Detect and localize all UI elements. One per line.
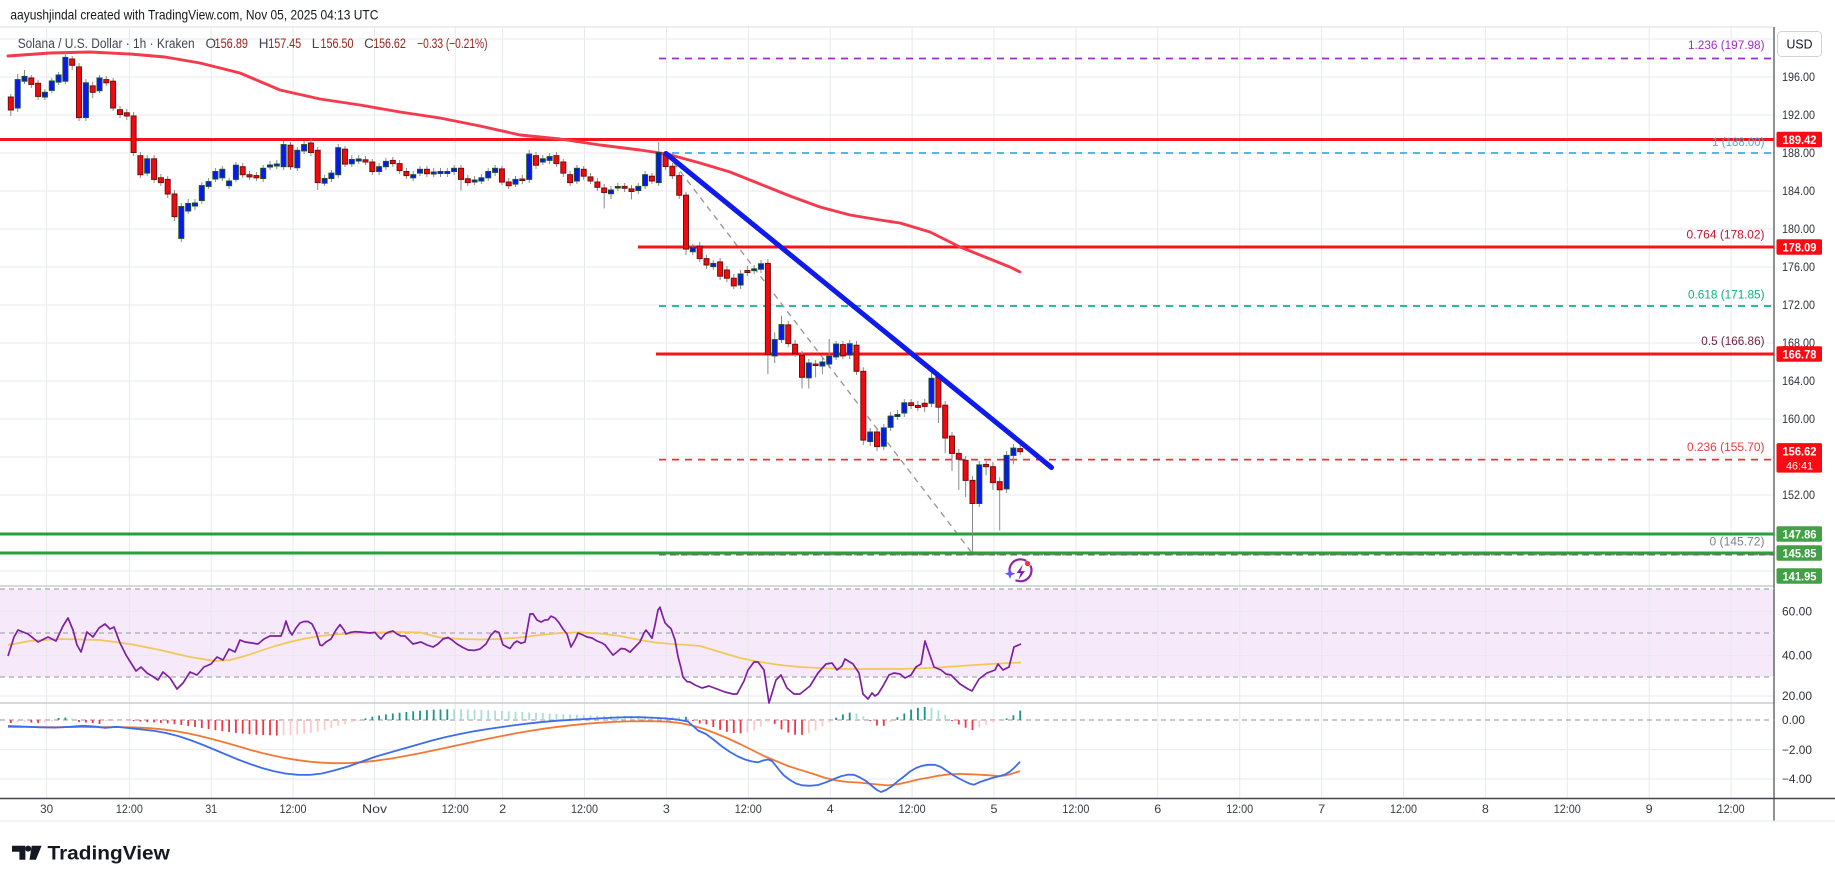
svg-text:−0.33 (−0.21%): −0.33 (−0.21%) <box>417 36 487 51</box>
svg-text:0.618 (171.85): 0.618 (171.85) <box>1688 287 1765 301</box>
svg-text:166.78: 166.78 <box>1783 347 1817 361</box>
svg-text:12:00: 12:00 <box>280 802 307 816</box>
svg-text:3: 3 <box>663 802 670 816</box>
svg-text:20.00: 20.00 <box>1782 689 1812 703</box>
svg-text:O: O <box>206 36 217 51</box>
svg-text:156.89: 156.89 <box>215 36 249 51</box>
svg-text:156.50: 156.50 <box>321 36 354 51</box>
svg-text:L: L <box>312 36 320 51</box>
svg-text:12:00: 12:00 <box>1390 802 1417 816</box>
svg-text:12:00: 12:00 <box>1226 802 1253 816</box>
svg-text:12:00: 12:00 <box>1718 802 1745 816</box>
svg-text:157.45: 157.45 <box>268 36 301 51</box>
svg-text:8: 8 <box>1482 802 1489 816</box>
svg-text:H: H <box>259 36 269 51</box>
svg-text:176.00: 176.00 <box>1782 260 1815 274</box>
svg-text:2: 2 <box>499 802 506 816</box>
svg-text:184.00: 184.00 <box>1782 184 1815 198</box>
svg-text:TradingView: TradingView <box>48 843 171 865</box>
svg-text:−4.00: −4.00 <box>1782 772 1812 786</box>
svg-text:aayushjindal created with Trad: aayushjindal created with TradingView.co… <box>10 7 378 23</box>
svg-text:0.00: 0.00 <box>1782 713 1805 727</box>
svg-text:180.00: 180.00 <box>1782 222 1815 236</box>
svg-text:145.85: 145.85 <box>1783 546 1817 560</box>
svg-text:Nov: Nov <box>362 802 387 816</box>
svg-text:Solana / U.S. Dollar · 1h · Kr: Solana / U.S. Dollar · 1h · Kraken <box>18 36 195 51</box>
svg-text:40.00: 40.00 <box>1782 649 1812 663</box>
svg-text:0.764 (178.02): 0.764 (178.02) <box>1687 228 1765 242</box>
svg-text:1.236 (197.98): 1.236 (197.98) <box>1688 38 1765 52</box>
svg-text:12:00: 12:00 <box>116 802 143 816</box>
svg-text:6: 6 <box>1154 802 1161 816</box>
svg-text:0.5 (166.86): 0.5 (166.86) <box>1701 334 1764 348</box>
svg-text:12:00: 12:00 <box>442 802 469 816</box>
svg-text:C: C <box>364 36 374 51</box>
svg-text:5: 5 <box>991 802 998 816</box>
svg-text:189.42: 189.42 <box>1783 133 1817 147</box>
svg-text:196.00: 196.00 <box>1782 70 1815 84</box>
svg-text:9: 9 <box>1646 802 1653 816</box>
svg-text:0.236 (155.70): 0.236 (155.70) <box>1687 440 1765 454</box>
svg-text:164.00: 164.00 <box>1782 374 1815 388</box>
svg-text:31: 31 <box>205 802 217 816</box>
svg-text:12:00: 12:00 <box>1554 802 1581 816</box>
svg-text:178.09: 178.09 <box>1783 240 1817 254</box>
svg-text:12:00: 12:00 <box>571 802 598 816</box>
svg-text:7: 7 <box>1318 802 1325 816</box>
svg-text:141.95: 141.95 <box>1783 569 1817 583</box>
svg-text:30: 30 <box>40 802 53 816</box>
svg-text:156.62: 156.62 <box>373 36 406 51</box>
svg-text:156.62: 156.62 <box>1783 445 1817 459</box>
svg-text:1 (188.00): 1 (188.00) <box>1712 135 1764 149</box>
svg-text:4: 4 <box>827 802 834 816</box>
svg-text:−2.00: −2.00 <box>1782 743 1812 757</box>
svg-text:147.86: 147.86 <box>1783 527 1817 541</box>
svg-text:188.00: 188.00 <box>1782 146 1815 160</box>
svg-text:172.00: 172.00 <box>1782 298 1815 312</box>
svg-text:12:00: 12:00 <box>1062 802 1089 816</box>
svg-text:12:00: 12:00 <box>735 802 762 816</box>
svg-text:46:41: 46:41 <box>1786 461 1813 473</box>
svg-text:0 (145.72): 0 (145.72) <box>1710 535 1765 549</box>
svg-text:60.00: 60.00 <box>1782 605 1812 619</box>
svg-text:192.00: 192.00 <box>1782 108 1815 122</box>
svg-text:USD: USD <box>1787 37 1813 52</box>
svg-text:152.00: 152.00 <box>1782 488 1815 502</box>
svg-text:160.00: 160.00 <box>1782 412 1815 426</box>
svg-text:12:00: 12:00 <box>899 802 926 816</box>
